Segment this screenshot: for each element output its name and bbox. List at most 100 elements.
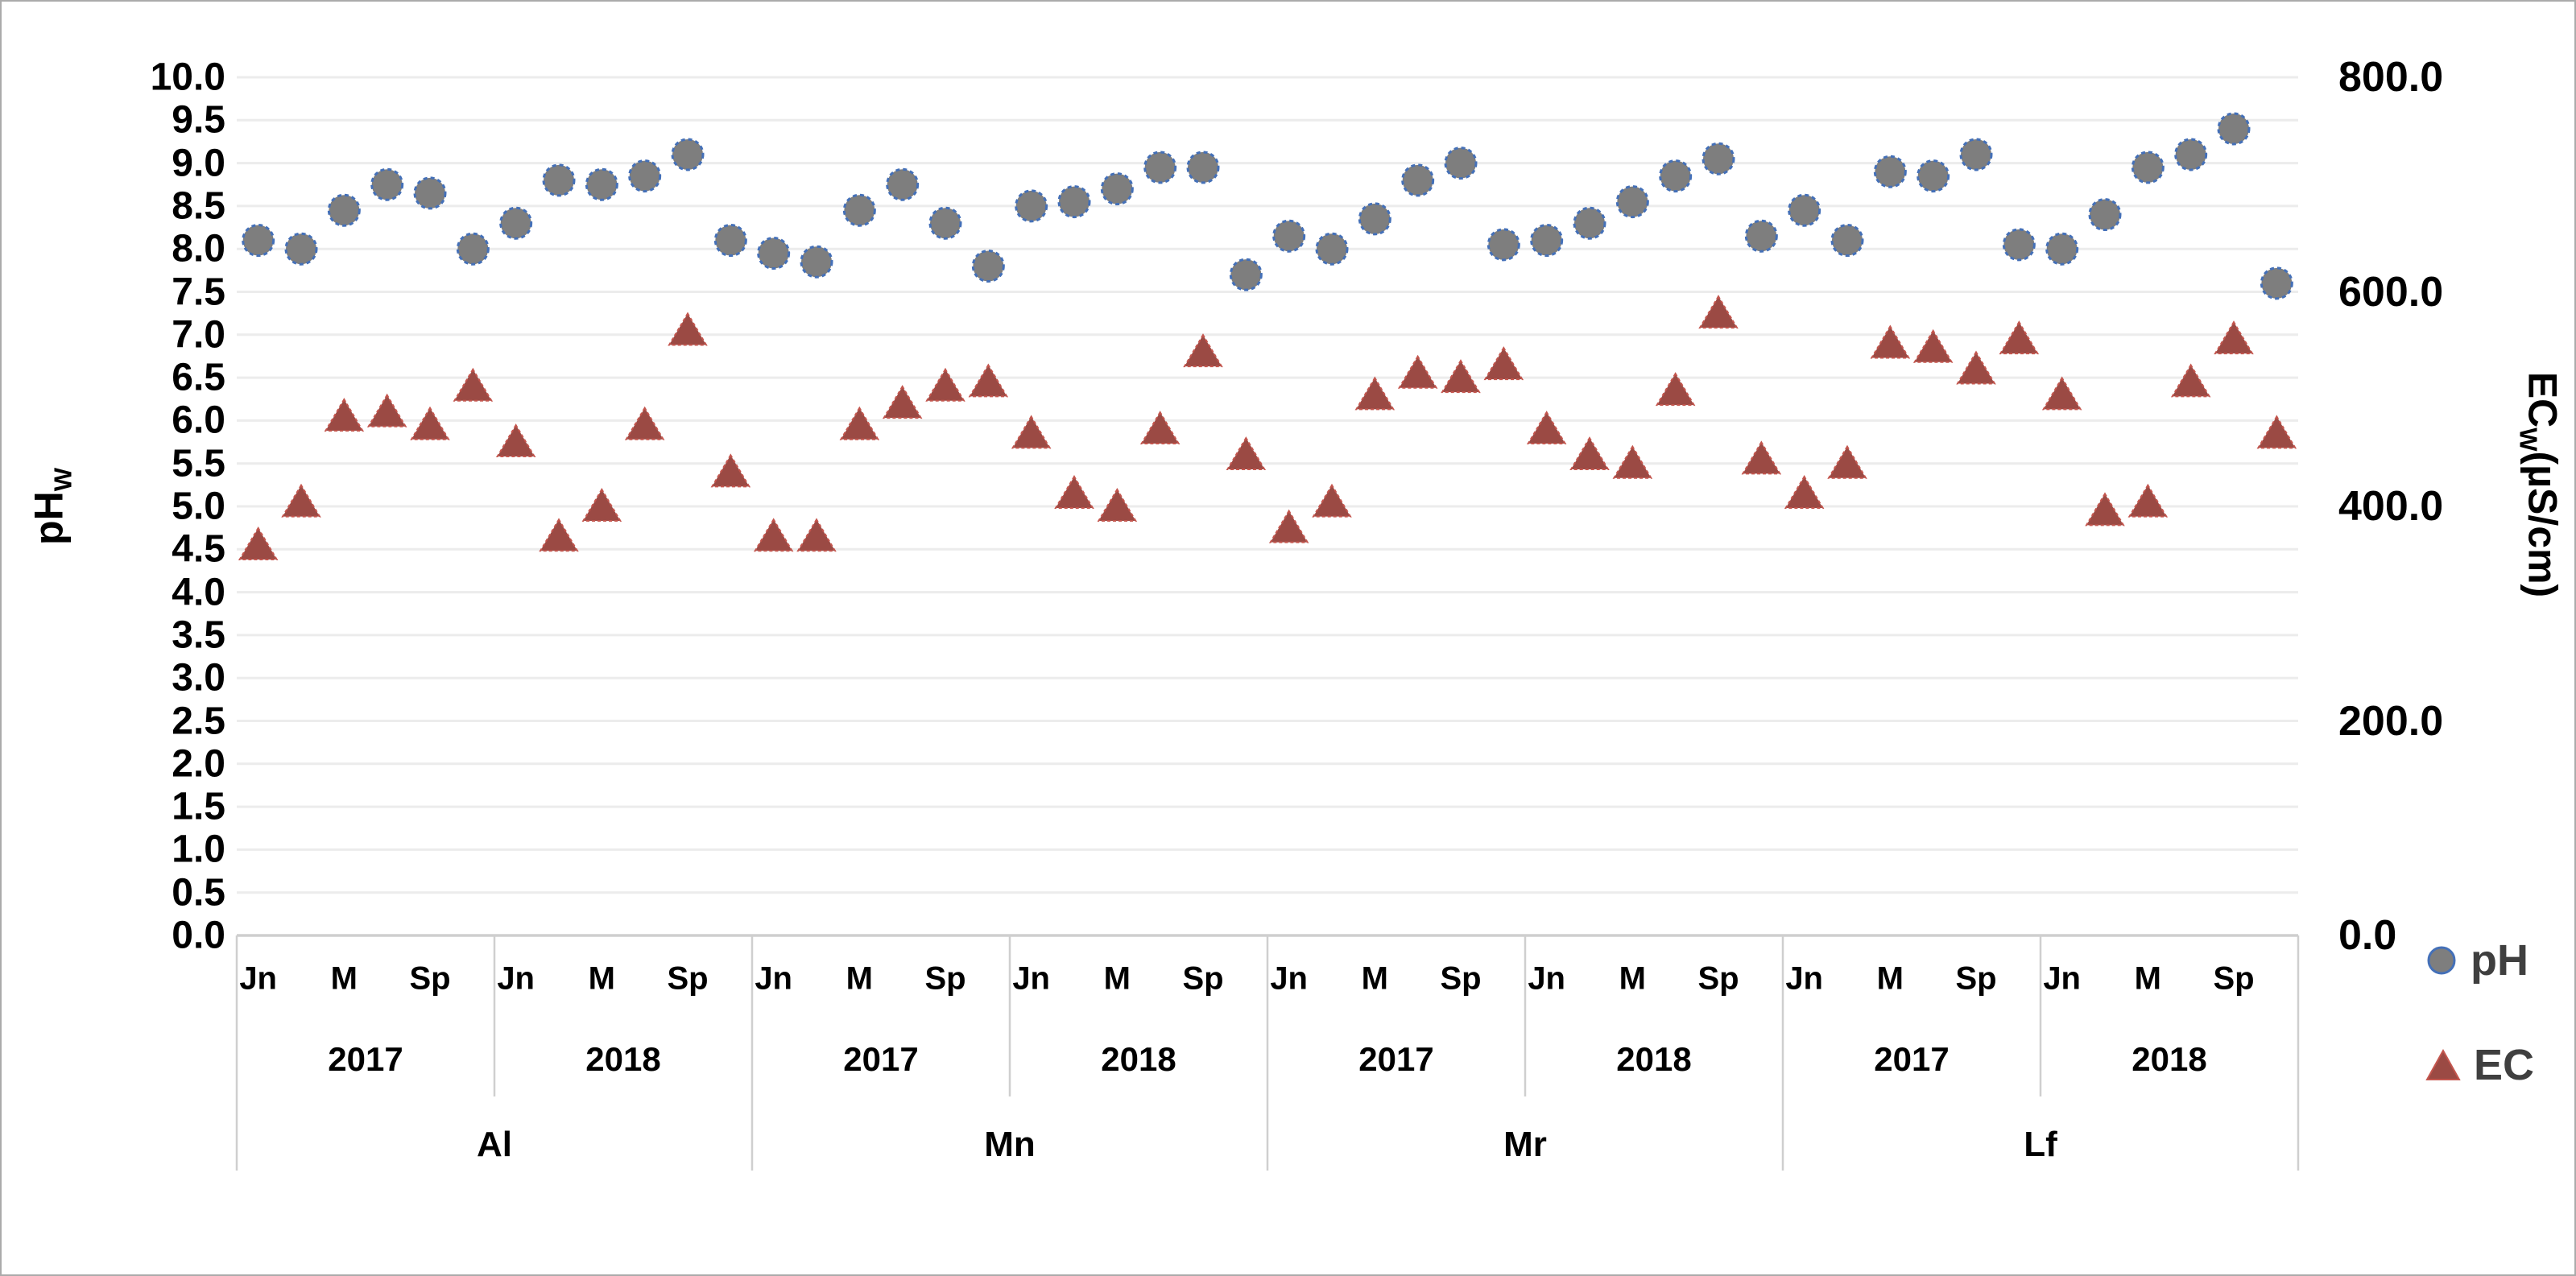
ec-marker [710, 453, 751, 488]
ph-marker [2131, 151, 2165, 184]
ec-marker [1483, 346, 1524, 381]
ph-marker [456, 232, 490, 266]
ph-marker [671, 138, 705, 171]
ec-marker [1569, 436, 1610, 471]
year-label: 2017 [1874, 1040, 1950, 1078]
year-label: 2017 [843, 1040, 919, 1078]
month-label: M [846, 960, 873, 997]
ph-marker [713, 224, 747, 258]
ph-marker [1315, 232, 1349, 266]
month-label: Jn [755, 960, 792, 997]
left-axis-tick: 9.0 [172, 142, 225, 185]
ec-marker [2170, 363, 2211, 398]
left-axis-tick: 5.0 [172, 485, 225, 528]
ec-marker [1526, 411, 1567, 445]
left-axis-tick: 6.5 [172, 356, 225, 399]
ec-marker [1784, 475, 1825, 510]
ph-marker [842, 193, 876, 227]
ph-marker [1573, 206, 1606, 240]
ec-marker [2214, 320, 2254, 355]
ph-marker [1143, 151, 1177, 184]
year-label: 2017 [1358, 1040, 1434, 1078]
site-label-mn: Mn [984, 1125, 1036, 1164]
month-label: M [1103, 960, 1131, 997]
ph-marker [499, 206, 533, 240]
ec-marker [1827, 444, 1867, 479]
month-label: Jn [239, 960, 277, 997]
ec-marker [968, 363, 1009, 398]
month-label: Jn [1785, 960, 1823, 997]
right-axis-title-main: EC [2520, 371, 2566, 428]
ph-marker [628, 159, 662, 193]
ph-marker [1744, 219, 1778, 253]
ec-marker [1912, 328, 1954, 363]
ph-marker [971, 250, 1005, 283]
ec-marker [1999, 320, 2040, 355]
left-axis-title-main: pH [26, 491, 72, 545]
ec-marker [2041, 376, 2082, 411]
left-axis-tick: 4.0 [172, 571, 225, 614]
ph-marker [1186, 151, 1220, 184]
ph-marker [2217, 112, 2251, 146]
ph-marker [1830, 224, 1864, 258]
ph-marker [1100, 172, 1134, 206]
ec-marker [2256, 415, 2297, 449]
month-label: M [1361, 960, 1388, 997]
left-axis-tick: 0.5 [172, 871, 225, 915]
month-label: Sp [1697, 960, 1739, 997]
month-label: Sp [924, 960, 966, 997]
year-label: 2018 [1101, 1040, 1176, 1078]
month-label: Sp [1182, 960, 1224, 997]
ph-marker [1444, 147, 1478, 180]
right-axis-title: ECW(µS/cm) [2514, 372, 2566, 597]
ec-marker [839, 406, 880, 440]
ec-marker [882, 385, 923, 419]
site-label-mr: Mr [1503, 1125, 1547, 1164]
ph-marker [1916, 159, 1950, 193]
ph-marker [1873, 155, 1907, 188]
ph-legend-marker-icon [2427, 946, 2456, 975]
right-axis-tick: 0.0 [2338, 912, 2397, 959]
ec-marker [1268, 509, 1309, 543]
ec-marker [2085, 492, 2125, 527]
ph-marker [242, 224, 275, 258]
ph-marker [1057, 185, 1091, 219]
ph-marker [757, 237, 791, 270]
ec-marker [1655, 372, 1696, 407]
ec-marker [668, 312, 708, 346]
left-axis-tick: 5.5 [172, 442, 225, 485]
ec-marker [753, 518, 794, 552]
year-label: 2017 [328, 1040, 403, 1078]
ec-marker [1312, 483, 1352, 518]
ph-marker [1358, 202, 1391, 236]
site-label-lf: Lf [2024, 1125, 2057, 1164]
ec-marker [1226, 436, 1267, 471]
right-axis-tick: 200.0 [2338, 697, 2444, 745]
legend-item-ph[interactable]: pH [2424, 935, 2534, 985]
left-axis-tick: 6.0 [172, 398, 225, 442]
ec-marker [1054, 475, 1094, 510]
legend-label-ph: pH [2471, 936, 2528, 985]
ec-marker [624, 406, 665, 440]
month-label: M [588, 960, 615, 997]
ec-legend-marker-icon [2425, 1048, 2461, 1080]
ec-marker [410, 406, 450, 440]
ph-marker [1229, 258, 1263, 291]
ph-marker [413, 176, 447, 210]
month-label: M [1876, 960, 1904, 997]
right-axis-tick: 400.0 [2338, 483, 2444, 530]
month-label: Jn [1528, 960, 1565, 997]
ec-marker [1011, 415, 1052, 449]
ph-marker [928, 206, 962, 240]
ph-marker [1486, 228, 1520, 262]
ec-marker [1397, 354, 1438, 389]
ec-marker [1956, 350, 1996, 385]
ph-marker [1401, 163, 1435, 197]
month-label: M [330, 960, 358, 997]
legend-item-ec[interactable]: EC [2424, 1040, 2534, 1090]
left-axis-tick: 3.5 [172, 613, 225, 657]
site-label-al: Al [477, 1125, 512, 1164]
ph-marker [2174, 138, 2208, 171]
left-axis-tick: 2.0 [172, 742, 225, 786]
